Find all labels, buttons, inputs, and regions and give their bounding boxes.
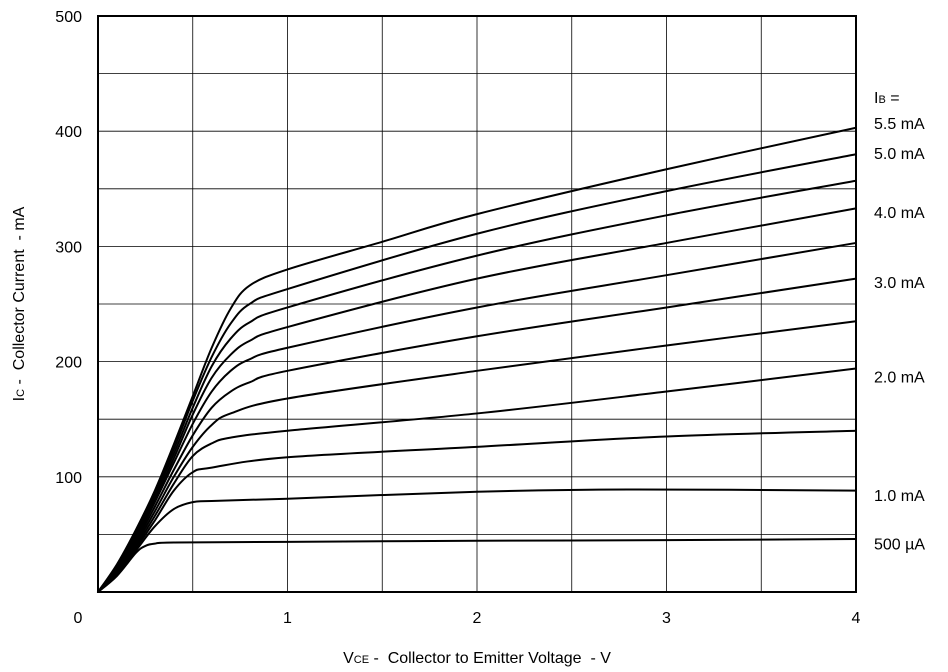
x-tick-label: 3	[662, 610, 671, 627]
y-tick-label: 100	[55, 470, 82, 487]
curve-label: 1.0 mA	[874, 488, 925, 505]
x-axis-label: VCE - Collector to Emitter Voltage - V	[343, 650, 611, 667]
curve-label: 4.0 mA	[874, 205, 925, 222]
curve-label: 3.0 mA	[874, 275, 925, 292]
grid	[98, 16, 856, 592]
x-tick-label: 2	[473, 610, 482, 627]
y-tick-label: 300	[55, 239, 82, 256]
curve-label: 500 µA	[874, 537, 925, 554]
curves	[97, 126, 857, 593]
plot-frame	[97, 15, 857, 593]
ib-curve-11	[97, 126, 857, 593]
curve-label: 2.0 mA	[874, 370, 925, 387]
ib-curve-9	[97, 179, 857, 593]
curve-label: 5.5 mA	[874, 116, 925, 133]
legend-header: IB =	[874, 90, 900, 107]
ib-curve-8	[97, 207, 857, 593]
curve-labels: 5.5 mA 5.0 mA 4.0 mA 3.0 mA 2.0 mA 1.0 mA 500 …	[874, 116, 925, 553]
y-axis-label: IC - Collector Current - mA	[11, 206, 28, 401]
x-axis-ticks: 0 1 2 3 4	[74, 610, 861, 627]
x-tick-label: 1	[283, 610, 292, 627]
y-tick-label: 400	[55, 124, 82, 141]
ib-curve-10	[97, 153, 857, 593]
ib-curve-2	[97, 488, 857, 593]
ib-curve-6	[97, 277, 857, 593]
ib-curve-5	[97, 320, 857, 593]
y-axis-ticks: 100 200 300 400 500	[55, 9, 82, 487]
y-tick-label: 500	[55, 9, 82, 26]
ib-curve-1	[97, 538, 857, 593]
curve-label: 5.0 mA	[874, 146, 925, 163]
y-tick-label: 200	[55, 355, 82, 372]
ib-curve-3	[97, 429, 857, 593]
ib-curve-7	[97, 241, 857, 593]
x-tick-label: 4	[852, 610, 861, 627]
ib-curve-4	[97, 367, 857, 593]
x-tick-label: 0	[74, 610, 83, 627]
